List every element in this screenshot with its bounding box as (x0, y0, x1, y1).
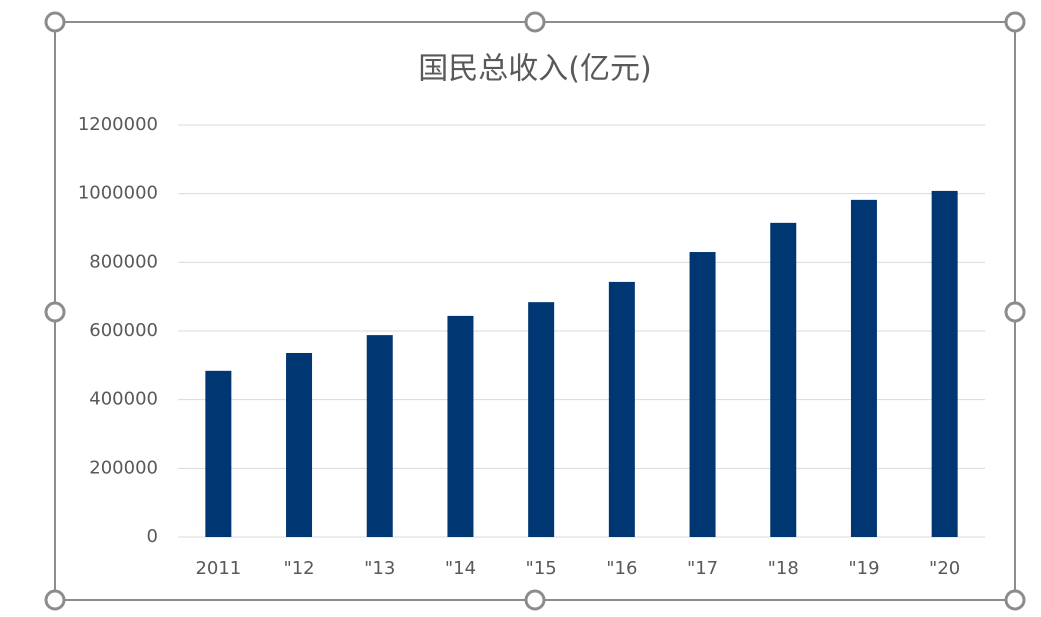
y-tick-label: 1000000 (78, 183, 158, 204)
x-tick-label: "12 (283, 558, 314, 579)
x-tick-label: "13 (364, 558, 395, 579)
x-tick-label: "18 (768, 558, 799, 579)
bar (286, 352, 313, 537)
resize-handle[interactable] (1004, 11, 1026, 33)
bar (447, 315, 474, 537)
bar (931, 190, 958, 538)
bar (770, 222, 797, 537)
y-tick-label: 0 (147, 526, 158, 547)
x-tick-label: "16 (606, 558, 637, 579)
bar (850, 199, 877, 537)
y-tick-label: 200000 (89, 457, 158, 478)
y-tick-label: 800000 (89, 251, 158, 272)
y-tick-label: 400000 (89, 389, 158, 410)
bar (366, 335, 393, 537)
x-tick-label: "17 (687, 558, 718, 579)
y-tick-label: 600000 (89, 320, 158, 341)
resize-handle[interactable] (44, 589, 66, 611)
x-tick-label: "15 (526, 558, 557, 579)
bar (689, 252, 716, 538)
chart-title: 国民总收入(亿元) (418, 52, 651, 87)
x-tick-label: "19 (848, 558, 879, 579)
resize-handle[interactable] (44, 301, 66, 323)
bar (205, 370, 232, 537)
resize-handle[interactable] (524, 589, 546, 611)
y-tick-label: 1200000 (78, 114, 158, 135)
x-tick-label: "20 (929, 558, 960, 579)
bar (528, 302, 555, 537)
resize-handle[interactable] (524, 11, 546, 33)
x-tick-label: "14 (445, 558, 476, 579)
x-tick-label: 2011 (195, 558, 241, 579)
resize-handle[interactable] (1004, 589, 1026, 611)
resize-handle[interactable] (1004, 301, 1026, 323)
bar (608, 281, 635, 537)
resize-handle[interactable] (44, 11, 66, 33)
